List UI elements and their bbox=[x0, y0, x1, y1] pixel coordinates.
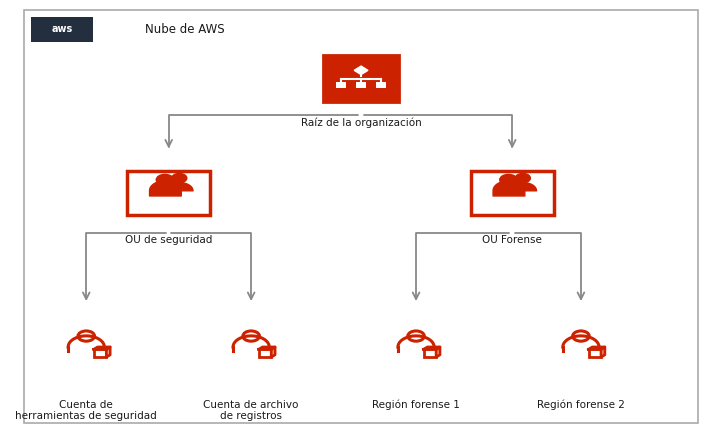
Text: Nube de AWS: Nube de AWS bbox=[145, 23, 225, 36]
Polygon shape bbox=[354, 66, 368, 75]
Polygon shape bbox=[601, 347, 605, 357]
Text: OU Forense: OU Forense bbox=[482, 235, 542, 245]
Polygon shape bbox=[589, 347, 605, 349]
Text: Región forense 2: Región forense 2 bbox=[537, 400, 625, 410]
Circle shape bbox=[172, 173, 187, 183]
Bar bbox=[424, 349, 436, 357]
FancyBboxPatch shape bbox=[471, 171, 554, 215]
Bar bbox=[356, 82, 366, 88]
Bar bbox=[336, 82, 346, 88]
Bar bbox=[376, 82, 386, 88]
Polygon shape bbox=[271, 347, 275, 357]
Text: Región forense 1: Región forense 1 bbox=[372, 400, 460, 410]
Circle shape bbox=[515, 173, 530, 183]
FancyBboxPatch shape bbox=[323, 54, 399, 102]
Text: Cuenta de
herramientas de seguridad: Cuenta de herramientas de seguridad bbox=[16, 400, 157, 421]
Polygon shape bbox=[107, 347, 110, 357]
Text: Cuenta de archivo
de registros: Cuenta de archivo de registros bbox=[203, 400, 299, 421]
Polygon shape bbox=[436, 347, 440, 357]
Bar bbox=[31, 17, 93, 42]
Circle shape bbox=[500, 174, 517, 185]
Circle shape bbox=[156, 174, 174, 185]
Text: aws: aws bbox=[52, 24, 73, 34]
Polygon shape bbox=[94, 347, 110, 349]
Bar bbox=[258, 349, 271, 357]
Text: Raíz de la organización: Raíz de la organización bbox=[301, 117, 421, 128]
Bar bbox=[589, 349, 601, 357]
FancyBboxPatch shape bbox=[127, 171, 210, 215]
Bar bbox=[94, 349, 107, 357]
Polygon shape bbox=[424, 347, 440, 349]
Polygon shape bbox=[258, 347, 275, 349]
Text: OU de seguridad: OU de seguridad bbox=[125, 235, 213, 245]
